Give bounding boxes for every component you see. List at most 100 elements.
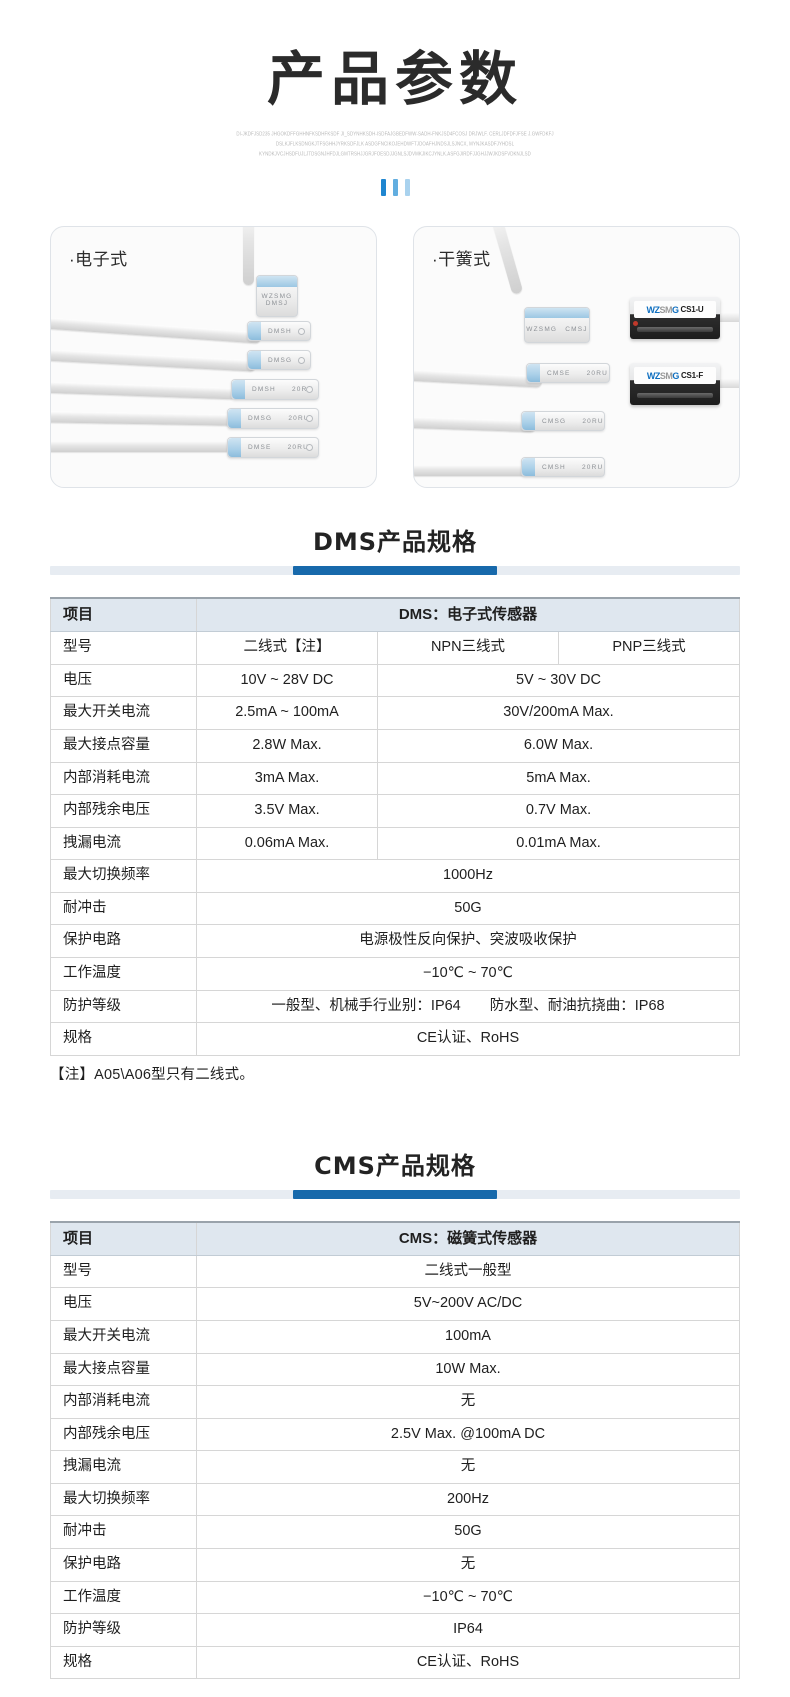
sensor-collar-2 [248, 322, 261, 341]
table-row: 内部残余电压 2.5V Max. @100mA DC [50, 1417, 740, 1452]
table-row: 电压 10V ~ 28V DC 5V ~ 30V DC [50, 663, 740, 698]
reed-text-1a: WZSMG [526, 326, 558, 334]
sensor-body-3: DMSG [247, 350, 311, 371]
table-row: 最大切换频率 1000Hz [50, 859, 740, 893]
sensor-body-6: DMSE 20RU [227, 437, 319, 459]
reed-text-4a: CMSH [542, 463, 566, 471]
block-slot-2 [637, 393, 713, 399]
page-header: 产品参数 DI-JKDFJSD235 JHGOKDFFGHHNFKSDHFKSD… [0, 0, 790, 197]
dms-row-value: 2.5mA ~ 100mA [196, 696, 378, 731]
sensor-text-1b: DMSJ [265, 300, 289, 308]
cms-row-value: −10℃ ~ 70℃ [196, 1580, 740, 1615]
cms-row-item: 拽漏电流 [50, 1450, 197, 1484]
table-row: 工作温度 −10℃ ~ 70℃ [50, 956, 740, 991]
dms-table-body: 型号 二线式【注】 NPN三线式 PNP三线式 电压 10V ~ 28V DC 5V ~ 3… [50, 631, 740, 1056]
cms-section: CMS产品规格 项目 CMS：磁簧式传感器 型号 二线式一般型 电压 5V~200V … [50, 1146, 740, 1680]
brand-g-1: G [671, 304, 679, 315]
sensor-collar-4 [232, 380, 245, 400]
sensor-text-6b: 20RU [287, 444, 310, 452]
cms-row-item: 规格 [50, 1645, 197, 1680]
block-model-1: CS1-U [680, 305, 704, 315]
photo-label-reed: ·干簧式 [432, 250, 491, 270]
dms-section-rule [50, 566, 740, 576]
photo-card-electronic: ·电子式 WZSMG DMSJ DMSH [50, 226, 377, 489]
cable-top [243, 227, 254, 286]
block-tail-1 [714, 313, 739, 323]
cms-spec-table: 项目 CMS：磁簧式传感器 型号 二线式一般型 电压 5V~200V AC/DC 最大开… [50, 1220, 740, 1680]
cms-row-item: 保护电路 [50, 1547, 197, 1582]
sensor-body-2: DMSH [247, 321, 311, 342]
cms-row-value: 200Hz [196, 1482, 740, 1517]
cms-row-value: 无 [196, 1450, 740, 1484]
subtitle-line-1: DI-JKDFJSD235 JHGOKDFFGHHNFKSDHFKSDF JI_… [236, 129, 554, 137]
dms-row-item: 防护等级 [50, 989, 197, 1024]
dms-row-value: 二线式【注】 [196, 631, 378, 665]
cms-header-item: 项目 [50, 1220, 197, 1256]
cms-row-item: 最大接点容量 [50, 1352, 197, 1387]
dms-row-value: 3mA Max. [196, 761, 378, 796]
cable-1 [51, 317, 262, 344]
reed-text-2a: CMSE [547, 369, 571, 377]
cms-section-rule [50, 1189, 740, 1199]
table-row: 防护等级 一般型、机械手行业别：IP64 防水型、耐油抗挠曲：IP68 [50, 989, 740, 1024]
dms-row-item: 型号 [50, 631, 197, 665]
cms-row-item: 电压 [50, 1287, 197, 1322]
dms-row-item: 工作温度 [50, 956, 197, 991]
dms-row-value: 50G [196, 891, 740, 926]
reed-cable-2 [414, 416, 537, 433]
cms-row-item: 工作温度 [50, 1580, 197, 1615]
dms-section-title: DMS产品规格 [312, 528, 478, 557]
sensor-collar-6 [228, 438, 241, 458]
cms-row-item: 型号 [50, 1254, 197, 1289]
cable-5 [51, 441, 231, 453]
dms-row-value: NPN三线式 [377, 631, 559, 665]
dms-row-value: 电源极性反向保护、突波吸收保护 [196, 924, 740, 958]
brand-wz-1: WZ [646, 304, 660, 315]
reed-collar-2 [527, 364, 540, 383]
dms-table-header-row: 项目 DMS：电子式传感器 [50, 597, 740, 633]
reed-collar-3 [522, 412, 535, 431]
reed-body-4: CMSH 20RU [521, 457, 605, 478]
table-row: 保护电路 电源极性反向保护、突波吸收保护 [50, 924, 740, 958]
brand-logo-2: WZSMG [647, 371, 679, 381]
block-tail-2 [714, 379, 739, 389]
dms-footnote: 【注】A05\A06型只有二线式。 [50, 1066, 255, 1083]
dms-row-value: 5V ~ 30V DC [377, 663, 740, 698]
sensor-body-4: DMSH 20RU [231, 379, 319, 401]
reed-cable-1 [414, 369, 543, 388]
cms-row-item: 耐冲击 [50, 1515, 197, 1549]
table-row: 规格 CE认证、RoHS [50, 1022, 740, 1056]
dms-row-value: PNP三线式 [558, 631, 740, 665]
cms-row-value: 无 [196, 1385, 740, 1419]
dms-header-item: 项目 [50, 597, 197, 633]
sensor-text-4a: DMSH [252, 386, 276, 394]
table-row: 耐冲击 50G [50, 1515, 740, 1549]
table-row: 最大切换频率 200Hz [50, 1482, 740, 1517]
sensor-text-5a: DMSG [248, 415, 273, 423]
cms-row-value: 2.5V Max. @100mA DC [196, 1417, 740, 1452]
sensor-body-1: WZSMG DMSJ [256, 275, 298, 318]
table-row: 内部消耗电流 3mA Max. 5mA Max. [50, 761, 740, 796]
sensor-indicator-3-icon [298, 356, 305, 364]
electronic-sensor-illustration: WZSMG DMSJ DMSH DMSG DMSH 20RU [51, 227, 376, 487]
cms-header-spec: CMS：磁簧式传感器 [196, 1220, 740, 1256]
dms-row-value: CE认证、RoHS [196, 1022, 740, 1056]
cable-2 [51, 349, 257, 372]
dms-row-value: 10V ~ 28V DC [196, 663, 378, 698]
cms-row-value: 10W Max. [196, 1352, 740, 1387]
cms-row-value: 5V~200V AC/DC [196, 1287, 740, 1322]
block-device-cs1f: WZSMG CS1-F [630, 363, 720, 406]
dms-row-value: 1000Hz [196, 859, 740, 893]
cms-row-value: 100mA [196, 1320, 740, 1354]
cms-row-value: 二线式一般型 [196, 1254, 740, 1289]
block-model-2: CS1-F [680, 371, 704, 381]
cms-table-body: 型号 二线式一般型 电压 5V~200V AC/DC 最大开关电流 100mA 最大接点容量… [50, 1254, 740, 1680]
reed-text-4b: 20RU [581, 463, 604, 471]
table-row: 规格 CE认证、RoHS [50, 1645, 740, 1680]
sensor-indicator-6-icon [306, 444, 313, 452]
block-slot-1 [637, 327, 713, 333]
sensor-indicator-4-icon [306, 386, 313, 394]
dash-1-icon [380, 179, 386, 197]
subtitle-line-3: KYNDKJVCJHSDFUJLJTDSGNJHFDJLGMTRSHJJGRJF… [259, 150, 531, 157]
dms-header-spec: DMS：电子式传感器 [196, 597, 740, 633]
